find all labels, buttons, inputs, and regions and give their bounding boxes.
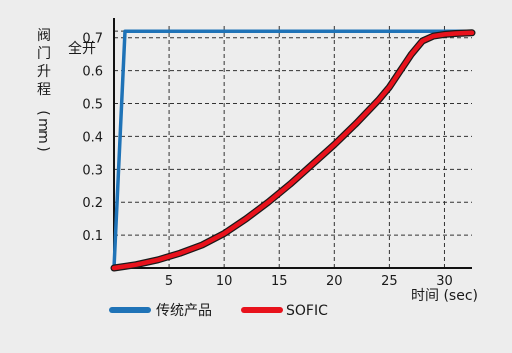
x-tick-label: 25: [381, 274, 398, 289]
legend-label-sofic: SOFIC: [286, 303, 328, 319]
series-line-conventional: [112, 29, 472, 269]
x-tick-label: 20: [326, 274, 343, 289]
series-line-sofic: [111, 30, 475, 271]
x-tick-label: 5: [165, 274, 173, 289]
legend-label-conventional: 传统产品: [156, 303, 212, 319]
y-axis-label-char: 程: [37, 82, 51, 98]
y-axis-label-char: ): [35, 146, 51, 151]
data-series: [110, 29, 476, 272]
y-axis-label-char: 阀: [37, 28, 51, 44]
legend: 传统产品 SOFIC: [109, 303, 328, 319]
grid-lines: [114, 26, 472, 268]
y-axis-label-char: 门: [37, 46, 51, 62]
x-tick-labels: 5 10 15 20 25 30: [165, 274, 453, 289]
y-tick-label: 0.1: [82, 229, 103, 244]
y-tick-labels: 0.1 0.2 0.3 0.4 0.5 0.6 0.7: [82, 32, 103, 244]
y-tick-label: 0.5: [82, 98, 103, 113]
y-axis-label-char: m: [35, 118, 51, 132]
axes: [113, 18, 472, 269]
series-outline-sofic: [110, 29, 476, 272]
y-tick-label: 0.2: [82, 196, 103, 211]
y-tick-label: 0.7: [82, 32, 103, 47]
y-tick-label: 0.3: [82, 163, 103, 178]
x-tick-label: 10: [216, 274, 233, 289]
y-full-open-label: 全开: [68, 40, 96, 57]
y-tick-label: 0.4: [82, 130, 103, 145]
y-tick-label: 0.6: [82, 65, 103, 80]
y-axis-label-char: (: [35, 110, 51, 115]
x-tick-label: 30: [436, 274, 453, 289]
x-axis-label: 时间 (sec): [411, 288, 478, 304]
y-axis-label-char: 升: [37, 64, 51, 80]
x-tick-label: 15: [271, 274, 288, 289]
y-axis-label-char: m: [35, 130, 51, 144]
